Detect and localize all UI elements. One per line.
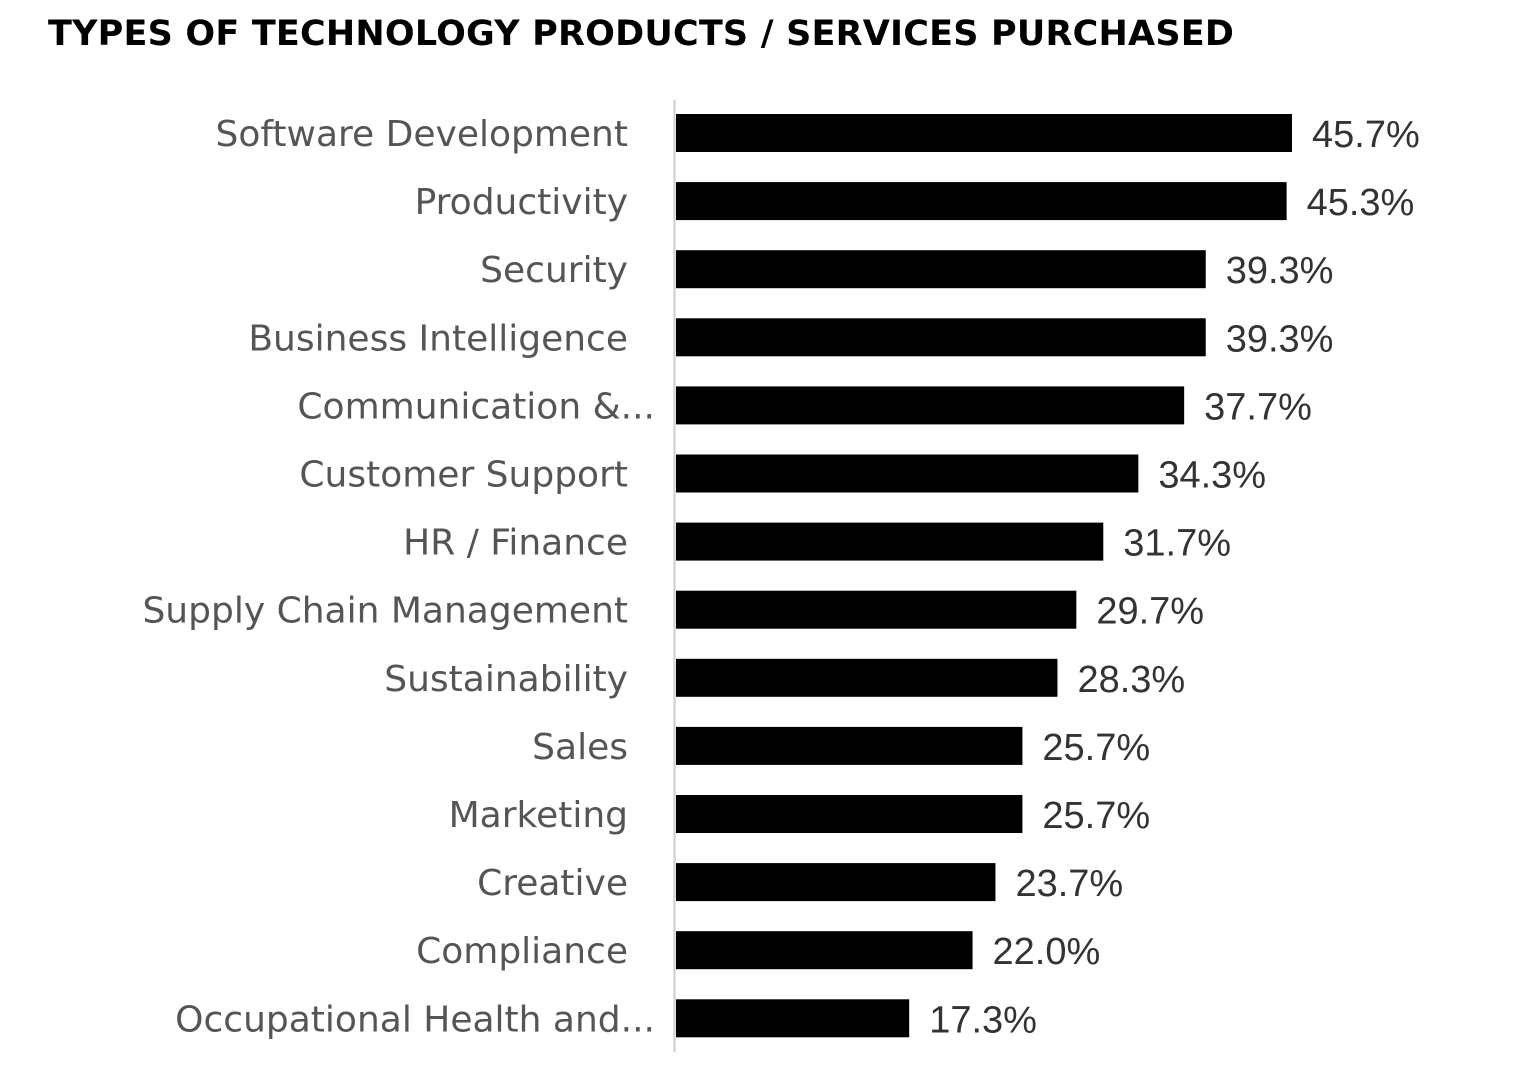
data-label: 39.3% <box>1226 250 1334 292</box>
category-label: Business Intelligence <box>248 318 628 359</box>
category-label: Creative <box>477 863 628 904</box>
data-label: 39.3% <box>1226 318 1334 360</box>
category-label: Productivity <box>415 182 628 223</box>
data-label: 23.7% <box>1015 863 1123 905</box>
chart-title: TYPES OF TECHNOLOGY PRODUCTS / SERVICES … <box>48 14 1235 54</box>
bar <box>676 454 1139 493</box>
data-label: 45.3% <box>1307 182 1415 224</box>
data-label: 45.7% <box>1312 114 1420 156</box>
bar <box>676 863 996 902</box>
category-label: HR / Finance <box>403 523 628 564</box>
category-label: Communication &... <box>297 386 655 427</box>
data-label: 31.7% <box>1123 523 1231 565</box>
category-label: Customer Support <box>299 455 628 496</box>
data-label: 28.3% <box>1077 659 1185 701</box>
category-label: Software Development <box>216 114 629 155</box>
bar <box>676 999 910 1038</box>
bar <box>676 590 1077 629</box>
data-label: 25.7% <box>1042 795 1150 837</box>
data-label: 29.7% <box>1096 591 1204 633</box>
category-label: Security <box>480 250 628 291</box>
category-label: Compliance <box>416 931 628 972</box>
bar <box>676 386 1185 425</box>
bar <box>676 658 1058 697</box>
bar <box>676 182 1287 221</box>
bar <box>676 522 1104 561</box>
bar <box>676 795 1023 833</box>
bar <box>676 114 1292 152</box>
category-label: Marketing <box>449 795 628 836</box>
bar <box>676 726 1023 765</box>
data-label: 34.3% <box>1158 455 1266 497</box>
bar <box>676 931 973 970</box>
data-label: 37.7% <box>1204 386 1312 428</box>
bar <box>676 250 1206 289</box>
category-label: Supply Chain Management <box>142 591 628 632</box>
category-label: Sustainability <box>384 659 628 700</box>
data-label: 22.0% <box>993 931 1101 973</box>
data-label: 17.3% <box>929 999 1037 1041</box>
category-label: Sales <box>532 727 628 768</box>
bar <box>676 318 1206 357</box>
category-label: Occupational Health and... <box>175 999 655 1040</box>
data-label: 25.7% <box>1042 727 1150 769</box>
